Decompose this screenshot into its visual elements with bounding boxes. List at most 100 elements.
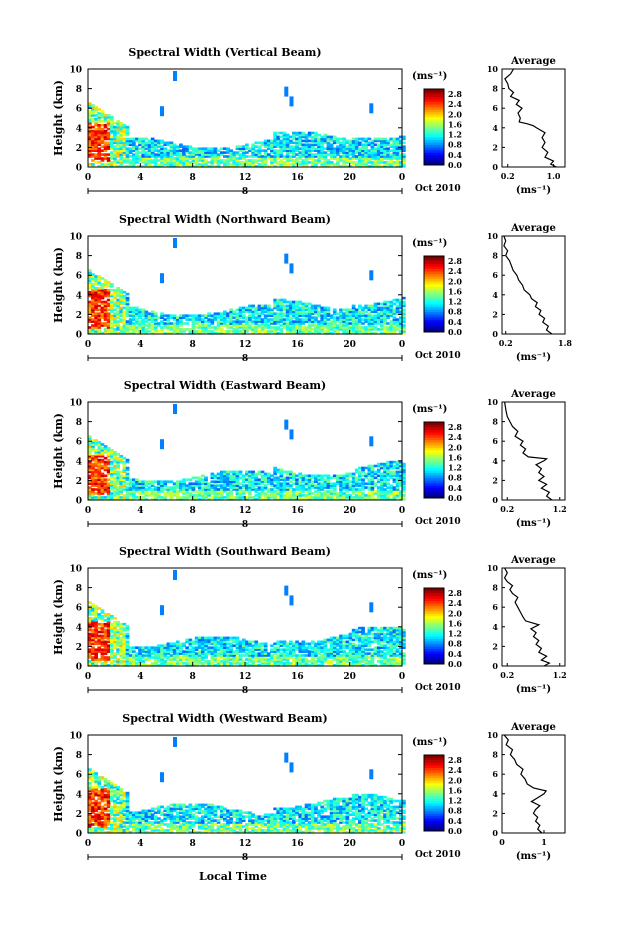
heatmap-cell	[289, 145, 293, 148]
heatmap-cell	[125, 131, 130, 135]
heatmap-cell	[179, 320, 183, 323]
heatmap-cell	[342, 145, 346, 148]
heatmap-cell	[110, 474, 114, 478]
heatmap-cell	[116, 662, 120, 665]
heatmap-cell	[147, 488, 152, 491]
heatmap-cell	[150, 145, 155, 148]
heatmap-cell	[138, 650, 142, 653]
heatmap-cell	[289, 480, 293, 483]
heatmap-cell	[179, 151, 183, 154]
heatmap-cell	[223, 324, 227, 327]
heatmap-cell	[235, 490, 240, 493]
heatmap-cell	[307, 135, 312, 139]
heatmap-cell	[94, 304, 98, 308]
heatmap-cell	[163, 161, 168, 164]
heatmap-cell	[119, 131, 124, 135]
heatmap-cell	[113, 630, 117, 634]
heatmap-cell	[323, 498, 328, 501]
heatmap-cell	[386, 322, 390, 325]
heatmap-cell	[235, 330, 240, 333]
heatmap-cell	[395, 310, 400, 314]
heatmap-cell	[298, 131, 303, 135]
heatmap-cell	[201, 492, 205, 495]
heatmap-cell	[304, 137, 309, 141]
heatmap-cell	[232, 155, 237, 158]
heatmap-cell	[232, 484, 237, 487]
heatmap-cell	[314, 153, 318, 156]
heatmap-cell	[298, 494, 303, 497]
heatmap-cell	[370, 324, 375, 327]
colorbar-swatch	[424, 467, 444, 471]
heatmap-cell	[157, 322, 161, 325]
heatmap-cell	[251, 159, 255, 162]
heatmap-cell	[370, 320, 375, 323]
heatmap-cell	[376, 478, 381, 481]
heatmap-cell	[326, 328, 331, 331]
heatmap-cell	[323, 314, 328, 317]
heatmap-cell	[135, 328, 139, 331]
heatmap-cell	[320, 137, 325, 141]
heatmap-cell	[147, 494, 152, 497]
colorbar-swatch	[424, 294, 444, 297]
heatmap-cell	[103, 310, 108, 314]
heatmap-cell	[285, 470, 290, 474]
heatmap-cell	[232, 480, 237, 483]
heatmap-cell	[263, 472, 268, 476]
heatmap-cell	[279, 149, 284, 152]
heatmap-cell	[345, 322, 350, 325]
heatmap-cell	[88, 453, 92, 456]
heatmap-cell	[106, 133, 111, 137]
heatmap-cell	[257, 644, 262, 647]
average-x-axis-title: (ms⁻¹)	[516, 352, 551, 363]
heatmap-cell	[358, 163, 362, 166]
heatmap-cell	[94, 460, 98, 464]
heatmap-cell	[97, 458, 102, 462]
heatmap-cell	[238, 498, 243, 501]
heatmap-cell	[100, 484, 105, 487]
heatmap-cell	[135, 490, 139, 493]
heatmap-cell	[153, 654, 158, 657]
heatmap-cell	[175, 155, 180, 158]
heatmap-cell	[361, 306, 365, 310]
heatmap-cell	[364, 149, 368, 152]
heatmap-cell	[88, 302, 92, 306]
heatmap-cell	[389, 474, 394, 478]
heatmap-cell	[301, 332, 306, 335]
heatmap-cell	[370, 488, 375, 491]
heatmap-cell	[367, 151, 372, 154]
heatmap-cell	[110, 628, 114, 632]
heatmap-cell	[138, 310, 142, 314]
heatmap-cell	[91, 447, 95, 450]
heatmap-cell	[358, 161, 362, 164]
heatmap-cell	[106, 308, 111, 312]
heatmap-cell	[367, 488, 372, 491]
heatmap-cell	[179, 145, 183, 148]
heatmap-cell	[135, 482, 139, 485]
heatmap-cell	[285, 494, 290, 497]
heatmap-cell	[351, 304, 356, 308]
heatmap-cell	[245, 324, 249, 327]
heatmap-cell	[317, 476, 321, 480]
heatmap-cell	[254, 312, 259, 315]
heatmap-cell	[141, 320, 146, 323]
heatmap-cell	[295, 312, 299, 315]
heatmap-cell	[157, 139, 161, 143]
heatmap-cell	[358, 159, 362, 162]
heatmap-cell	[207, 320, 211, 323]
heatmap-cell	[88, 330, 92, 333]
colorbar-tick-label: 2.0	[448, 442, 462, 452]
heatmap-cell	[367, 157, 372, 160]
heatmap-cell	[113, 624, 117, 628]
heatmap-cell	[276, 131, 281, 135]
heatmap-cell	[91, 605, 95, 608]
heatmap-cell	[348, 488, 353, 491]
heatmap-cell	[135, 314, 139, 317]
heatmap-cell	[317, 330, 321, 333]
heatmap-cell	[147, 650, 152, 653]
heatmap-cell	[103, 123, 108, 127]
heatmap-cell	[342, 157, 346, 160]
heatmap-cell	[326, 159, 331, 162]
heatmap-cell	[169, 328, 174, 331]
heatmap-cell	[103, 664, 108, 667]
